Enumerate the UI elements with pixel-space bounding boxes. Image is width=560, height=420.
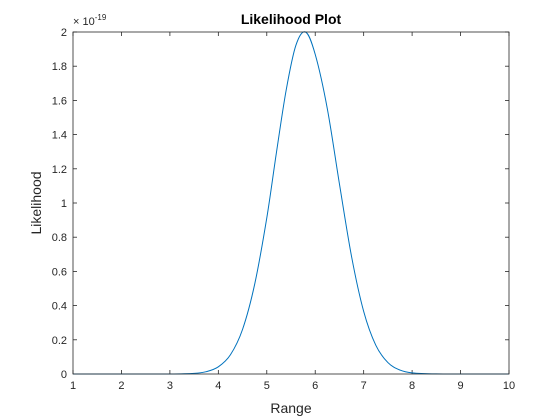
y-tick-label: 1.2 xyxy=(52,164,67,176)
x-tick-label: 10 xyxy=(503,380,515,392)
x-tick-label: 6 xyxy=(312,380,318,392)
y-axis-exponent-power: -19 xyxy=(95,13,107,22)
y-axis-exponent-base: × 10 xyxy=(73,16,95,28)
y-tick-label: 1 xyxy=(61,198,67,210)
x-tick-label: 4 xyxy=(215,380,221,392)
y-tick-label: 1.6 xyxy=(52,95,67,107)
y-tick-label: 1.4 xyxy=(52,130,67,142)
y-axis-ticks: 0 0.2 0.4 0.6 0.8 1 1.2 1.4 1.6 1.8 2 xyxy=(52,27,509,381)
x-tick-label: 5 xyxy=(264,380,270,392)
x-axis-ticks: 1 2 3 4 5 6 7 8 9 10 xyxy=(70,32,515,392)
y-tick-label: 0.8 xyxy=(52,232,67,244)
y-axis-exponent: × 10-19 xyxy=(73,13,107,28)
y-tick-label: 0.4 xyxy=(52,301,67,313)
chart-title: Likelihood Plot xyxy=(241,11,342,27)
y-tick-label: 0 xyxy=(61,369,67,381)
y-tick-label: 0.6 xyxy=(52,266,67,278)
x-tick-label: 9 xyxy=(457,380,463,392)
plot-area xyxy=(73,32,509,374)
y-tick-label: 1.8 xyxy=(52,61,67,73)
likelihood-curve xyxy=(72,31,510,375)
y-tick-label: 2 xyxy=(61,27,67,39)
x-tick-label: 2 xyxy=(118,380,124,392)
x-axis-label: Range xyxy=(270,400,311,416)
plot-frame xyxy=(72,31,510,375)
x-tick-label: 3 xyxy=(167,380,173,392)
x-tick-label: 8 xyxy=(409,380,415,392)
y-axis-label: Likelihood xyxy=(28,171,44,234)
y-tick-label: 0.2 xyxy=(52,335,67,347)
x-tick-label: 1 xyxy=(70,380,76,392)
x-tick-label: 7 xyxy=(361,380,367,392)
